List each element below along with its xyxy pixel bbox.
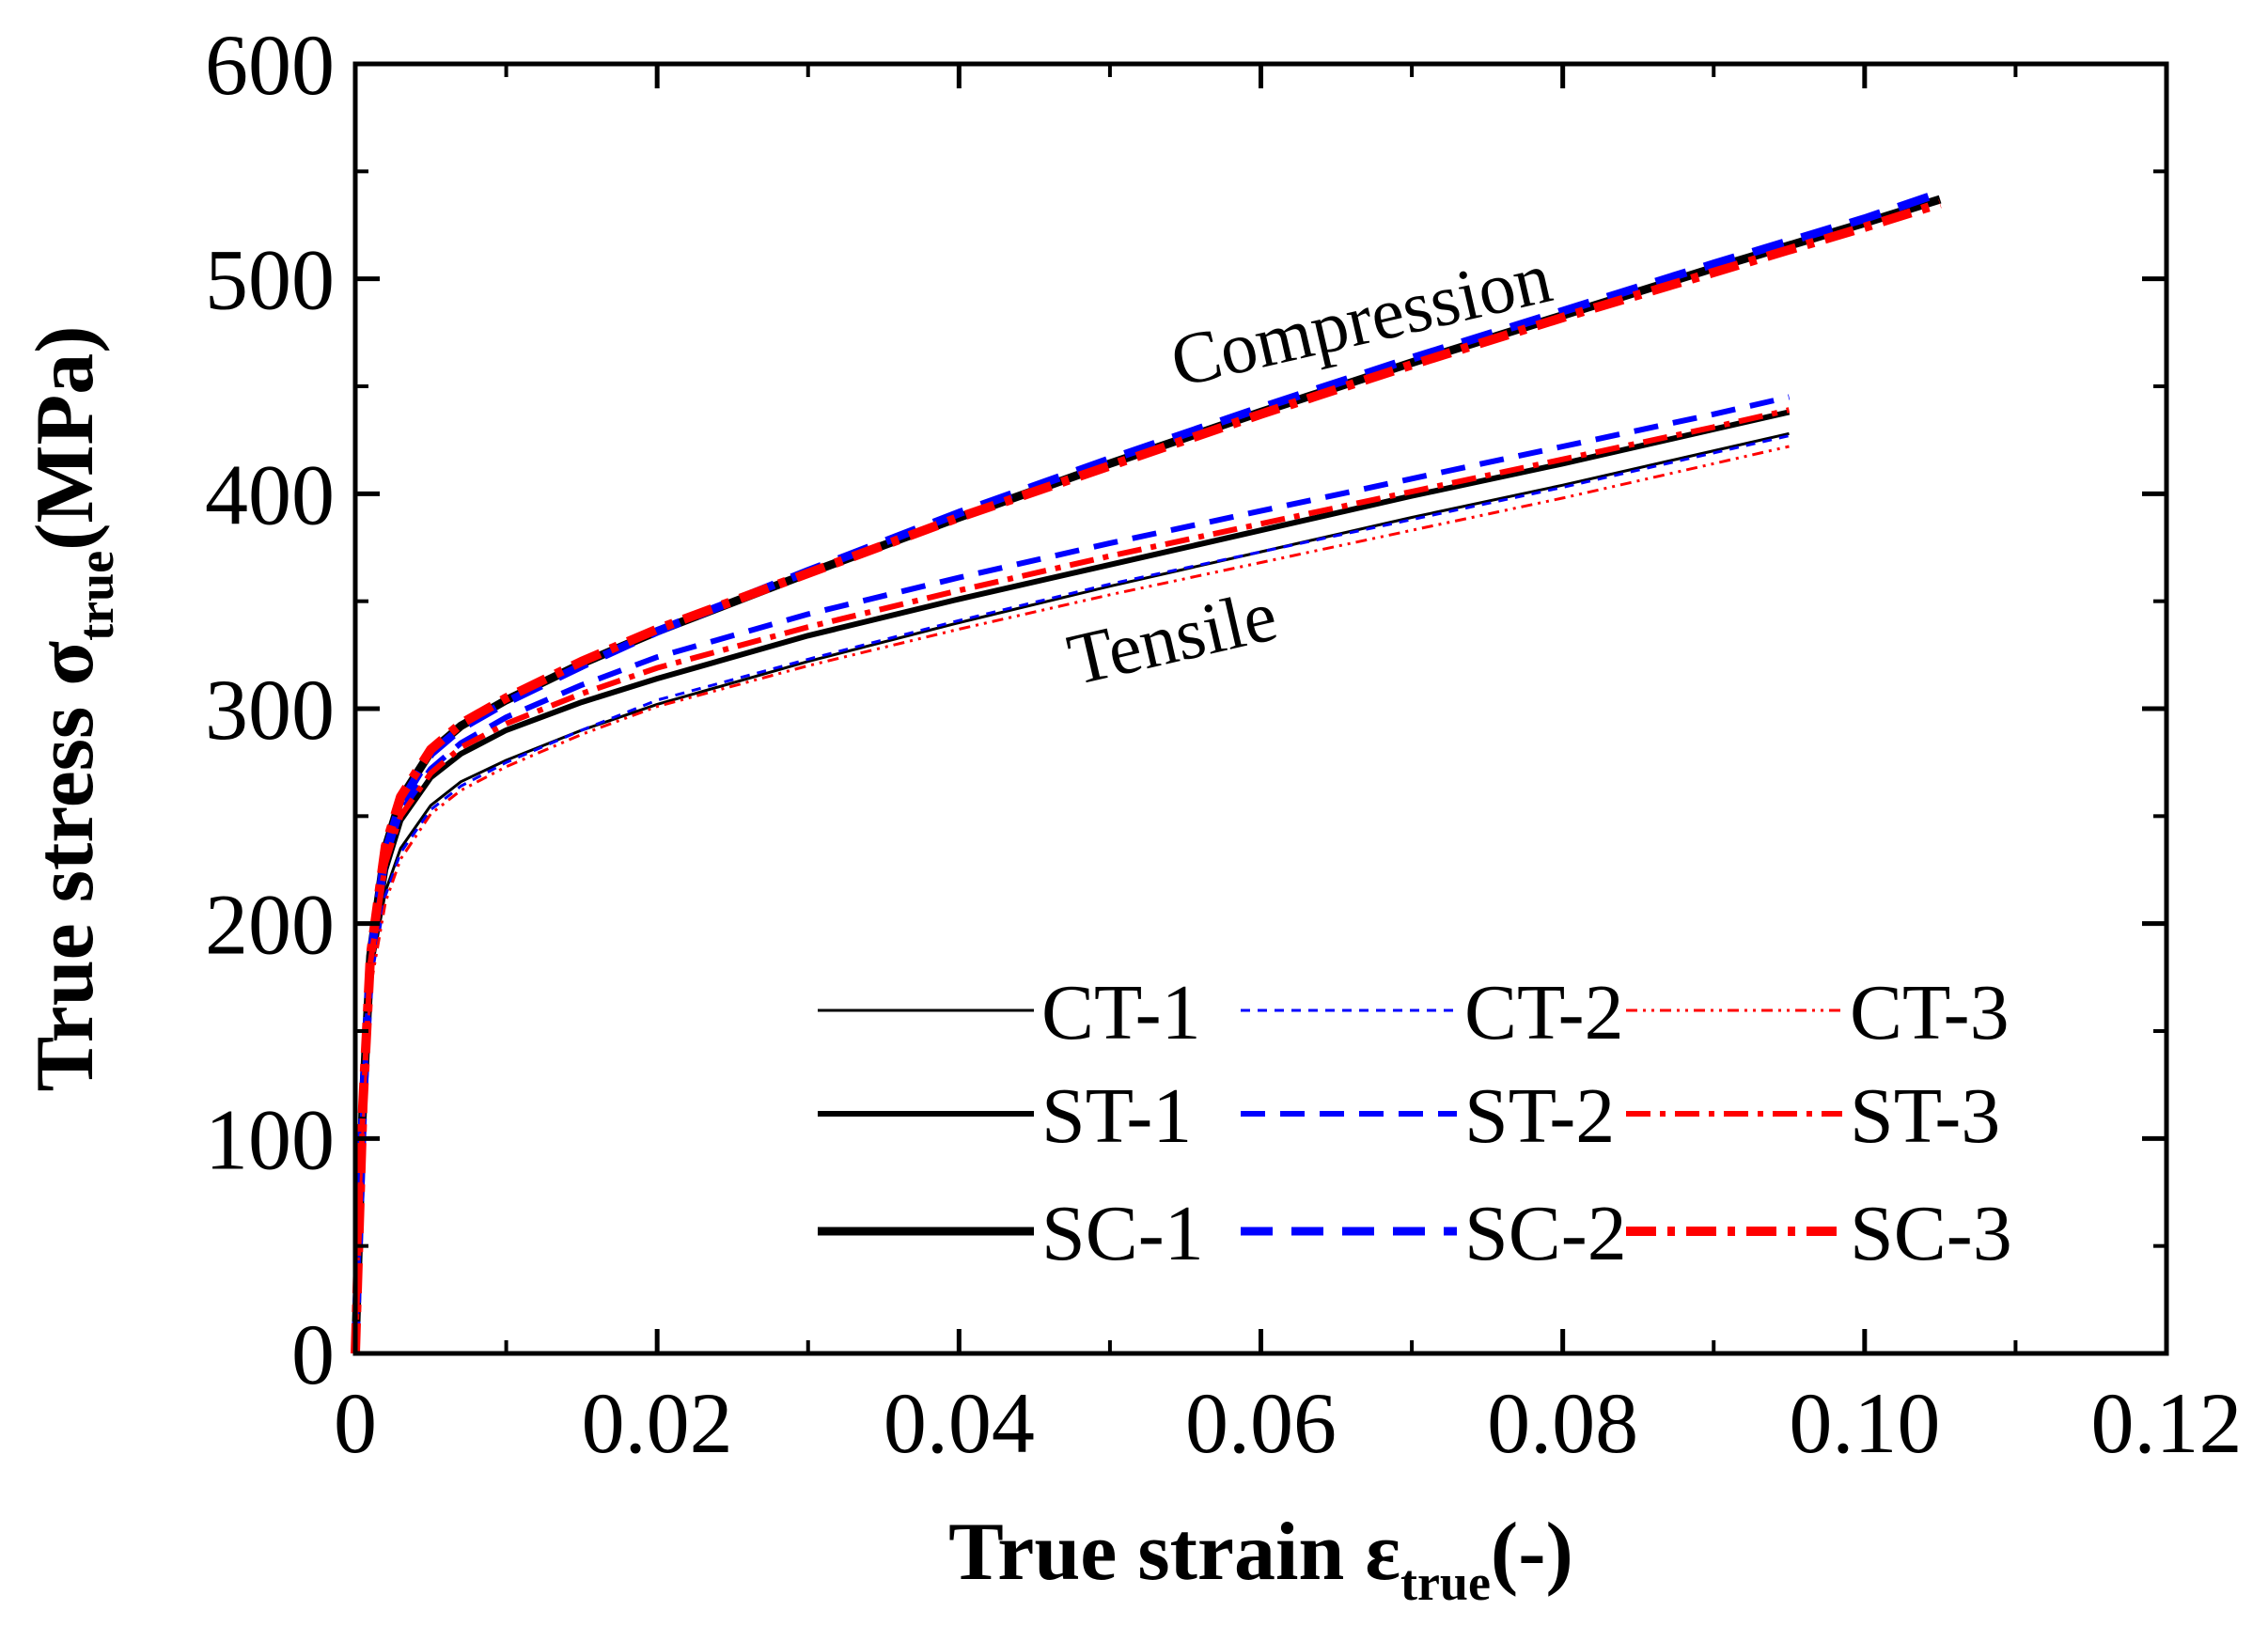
x-tick-label: 0.12 bbox=[2091, 1375, 2243, 1471]
series-layer bbox=[351, 188, 1942, 1354]
legend-label-st-2: ST-2 bbox=[1464, 1072, 1615, 1160]
legend-label-st-1: ST-1 bbox=[1041, 1072, 1192, 1160]
y-tick-label: 600 bbox=[205, 17, 335, 113]
legend-label-sc-1: SC-1 bbox=[1041, 1190, 1204, 1277]
y-tick-label: 0 bbox=[291, 1306, 335, 1402]
y-axis-title-subscript: true bbox=[68, 551, 124, 641]
x-tick-label: 0 bbox=[334, 1375, 377, 1471]
x-tick-label: 0.06 bbox=[1185, 1375, 1337, 1471]
y-tick-label: 200 bbox=[205, 877, 335, 973]
legend-label-sc-2: SC-2 bbox=[1464, 1190, 1627, 1277]
x-axis-title-subscript: true bbox=[1400, 1555, 1491, 1611]
x-tick-label: 0.10 bbox=[1789, 1375, 1940, 1471]
y-tick-label: 400 bbox=[205, 446, 335, 542]
x-tick-label: 0.02 bbox=[582, 1375, 733, 1471]
x-tick-label: 0.08 bbox=[1487, 1375, 1638, 1471]
legend-label-sc-3: SC-3 bbox=[1850, 1190, 2012, 1277]
y-axis-title-unit: (MPa) bbox=[20, 325, 111, 550]
axes-layer: 0 0.02 0.04 0.06 0.08 0.10 0.12 0 100 200 300 400 50… bbox=[205, 17, 2243, 1471]
x-axis-title-main: True strain ε bbox=[948, 1507, 1400, 1598]
annotation-tensile: Tensile bbox=[1060, 573, 1284, 700]
legend-label-st-3: ST-3 bbox=[1850, 1072, 2000, 1160]
series-line-sc-1 bbox=[351, 195, 1942, 1354]
series-line-sc-2 bbox=[351, 188, 1942, 1354]
x-tick-label: 0.04 bbox=[884, 1375, 1035, 1471]
plot-frame bbox=[352, 61, 2169, 1356]
series-line-st-3 bbox=[352, 407, 1791, 1354]
legend: CT-1 ST-1 SC-1 CT-2 ST-2 SC-2 CT-3 ST-3 SC-3 bbox=[818, 969, 2012, 1277]
y-tick-label: 100 bbox=[205, 1091, 335, 1187]
legend-label-ct-1: CT-1 bbox=[1041, 969, 1201, 1056]
x-axis-title-unit: (-) bbox=[1491, 1507, 1573, 1598]
y-tick-label: 500 bbox=[205, 232, 335, 328]
x-axis-title: True strain εtrue(-) bbox=[948, 1507, 1573, 1611]
legend-label-ct-2: CT-2 bbox=[1464, 969, 1624, 1056]
series-line-sc-3 bbox=[351, 198, 1942, 1354]
legend-label-ct-3: CT-3 bbox=[1850, 969, 2010, 1056]
y-axis-title-main: True stress σ bbox=[20, 641, 111, 1092]
y-tick-label: 300 bbox=[205, 662, 335, 758]
y-axis-title: True stress σtrue(MPa) bbox=[20, 325, 124, 1091]
